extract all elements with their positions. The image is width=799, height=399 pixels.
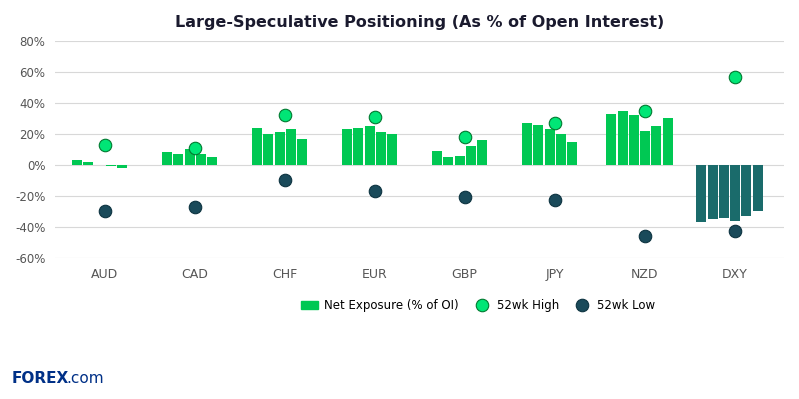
Bar: [196, 154, 206, 165]
Bar: [252, 128, 262, 165]
Bar: [719, 165, 729, 217]
Bar: [342, 129, 352, 165]
Bar: [162, 152, 172, 165]
Bar: [275, 132, 284, 165]
Bar: [264, 134, 273, 165]
Bar: [618, 111, 628, 165]
Bar: [522, 123, 532, 165]
Bar: [106, 165, 116, 166]
Text: .com: .com: [66, 371, 104, 386]
Bar: [662, 119, 673, 165]
Bar: [730, 165, 740, 221]
Bar: [388, 134, 397, 165]
Bar: [708, 165, 718, 219]
Bar: [545, 129, 555, 165]
Bar: [173, 154, 183, 165]
Bar: [697, 165, 706, 222]
Bar: [651, 126, 662, 165]
Bar: [455, 156, 464, 165]
Bar: [629, 115, 639, 165]
Legend: Net Exposure (% of OI), 52wk High, 52wk Low: Net Exposure (% of OI), 52wk High, 52wk …: [296, 294, 660, 317]
Bar: [117, 165, 127, 168]
Bar: [466, 146, 475, 165]
Bar: [364, 126, 375, 165]
Bar: [640, 131, 650, 165]
Bar: [376, 132, 386, 165]
Bar: [207, 157, 217, 165]
Bar: [83, 162, 93, 165]
Bar: [432, 151, 442, 165]
Bar: [297, 138, 307, 165]
Bar: [477, 140, 487, 165]
Text: FOREX: FOREX: [12, 371, 70, 386]
Bar: [556, 134, 566, 165]
Bar: [741, 165, 751, 216]
Bar: [534, 124, 543, 165]
Bar: [753, 165, 762, 211]
Bar: [443, 157, 453, 165]
Bar: [185, 149, 195, 165]
Title: Large-Speculative Positioning (As % of Open Interest): Large-Speculative Positioning (As % of O…: [175, 15, 664, 30]
Bar: [353, 128, 364, 165]
Bar: [567, 142, 577, 165]
Bar: [606, 114, 616, 165]
Bar: [72, 160, 82, 165]
Bar: [286, 129, 296, 165]
